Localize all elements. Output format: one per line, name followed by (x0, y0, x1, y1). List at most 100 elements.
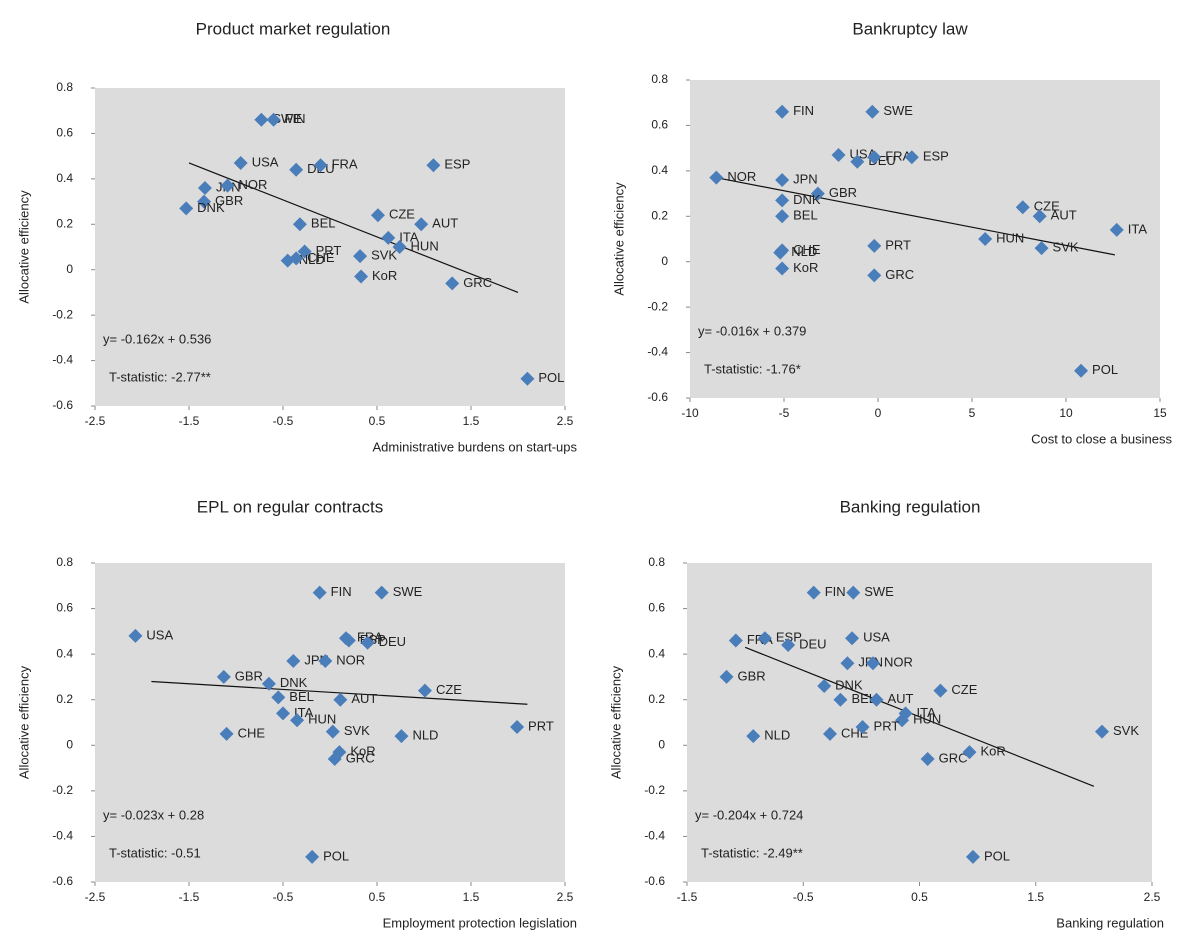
y-tick-label: 0 (66, 262, 73, 276)
point (869, 692, 884, 707)
y-tick-label: -0.4 (52, 353, 73, 367)
t-statistic: T-statistic: -2.77** (109, 369, 211, 384)
point (297, 244, 312, 259)
point (833, 692, 848, 707)
point-label: CZE (1034, 199, 1060, 214)
x-tick-label: 0.5 (369, 890, 386, 904)
point (179, 201, 194, 216)
point (510, 720, 525, 735)
y-tick-label: -0.4 (647, 345, 668, 359)
y-tick-label: 0.8 (651, 72, 668, 86)
point-label: DNK (835, 677, 863, 692)
point-label: NOR (336, 652, 365, 667)
equation: y= -0.023x + 0.28 (103, 807, 204, 822)
trend-line (744, 646, 1095, 787)
point-label: DNK (197, 200, 225, 215)
point-label: JPN (793, 171, 818, 186)
point-label: GRC (939, 750, 968, 765)
point-label: AUT (887, 691, 913, 706)
y-tick-label: 0.6 (648, 601, 665, 615)
point-label: CHE (793, 242, 821, 257)
y-tick-label: -0.4 (644, 829, 665, 843)
point-label: ITA (917, 705, 937, 720)
y-tick-label: 0.6 (56, 601, 73, 615)
chart-title: Bankruptcy law (852, 19, 968, 38)
y-tick-label: 0.6 (651, 118, 668, 132)
point-label: DEU (379, 634, 406, 649)
x-tick-label: -2.5 (85, 414, 106, 428)
point (313, 158, 328, 173)
point-label: ESP (444, 157, 470, 172)
point-label: ITA (399, 229, 419, 244)
point-label: FRA (885, 149, 911, 164)
point (709, 170, 724, 185)
point-label: NOR (239, 177, 268, 192)
point-label: PRT (316, 243, 342, 258)
point-label: KoR (350, 744, 375, 759)
point-label: ESP (923, 149, 949, 164)
x-tick-label: 2.5 (1144, 890, 1161, 904)
point (333, 692, 348, 707)
point-label: GRC (885, 267, 914, 282)
x-tick-label: 1.5 (463, 890, 480, 904)
point-label: PRT (885, 237, 911, 252)
y-tick-label: -0.2 (52, 783, 73, 797)
y-tick-label: 0.6 (56, 126, 73, 140)
point-label: SWE (883, 103, 913, 118)
point (414, 217, 429, 232)
point (773, 245, 788, 260)
y-tick-label: 0 (661, 254, 668, 268)
chart-title: Product market regulation (196, 19, 391, 38)
point-label: GBR (235, 668, 263, 683)
plot-area (690, 80, 1160, 398)
point-label: SWE (393, 584, 423, 599)
point (781, 638, 796, 653)
point (1015, 200, 1030, 215)
point (719, 669, 734, 684)
x-tick-label: -2.5 (85, 890, 106, 904)
point-label: NOR (727, 169, 756, 184)
point-label: BEL (311, 216, 336, 231)
y-tick-label: -0.6 (647, 390, 668, 404)
point-label: BEL (289, 689, 314, 704)
point-label: CZE (436, 682, 462, 697)
y-tick-label: -0.2 (647, 299, 668, 313)
point (904, 150, 919, 165)
x-axis-label: Banking regulation (1056, 915, 1164, 930)
y-tick-label: 0.2 (651, 208, 668, 222)
point (867, 150, 882, 165)
y-tick-label: 0.8 (56, 555, 73, 569)
plot-area (687, 563, 1152, 882)
point (865, 104, 880, 119)
y-tick-label: -0.6 (52, 874, 73, 888)
point (219, 726, 234, 741)
y-tick-label: 0.2 (648, 692, 665, 706)
x-tick-label: -5 (779, 406, 790, 420)
point-label: BEL (793, 208, 818, 223)
x-axis-label: Cost to close a business (1031, 431, 1172, 446)
point (962, 745, 977, 760)
point-label: ITA (1128, 221, 1148, 236)
point-label: CZE (389, 207, 415, 222)
chart-title: Banking regulation (840, 497, 981, 516)
point (933, 683, 948, 698)
x-tick-label: 5 (969, 406, 976, 420)
point (845, 631, 860, 646)
point (392, 240, 407, 254)
point-label: USA (146, 627, 173, 642)
point-label: PRT (874, 718, 900, 733)
x-tick-label: 10 (1059, 406, 1073, 420)
point (775, 104, 790, 119)
point-label: NLD (791, 244, 817, 259)
y-tick-label: 0.4 (648, 646, 665, 660)
point-label: ESP (776, 630, 802, 645)
point-label: SVK (1053, 240, 1079, 255)
point (840, 656, 855, 671)
point (978, 232, 993, 246)
point (775, 261, 790, 276)
point (128, 628, 143, 643)
x-tick-label: -1.5 (179, 890, 200, 904)
point-label: HUN (913, 712, 941, 727)
point-label: USA (863, 630, 890, 645)
point (520, 371, 535, 386)
